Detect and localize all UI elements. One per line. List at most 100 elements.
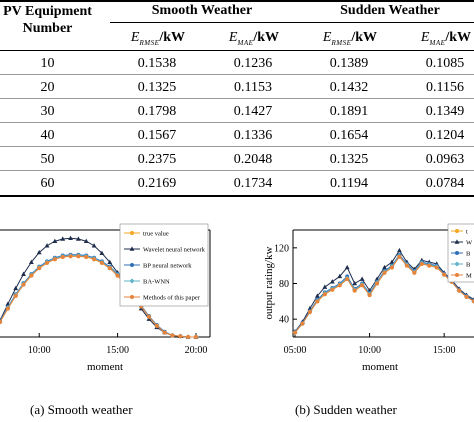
row-value: 0.1538 bbox=[137, 56, 177, 71]
legend-marker bbox=[130, 231, 134, 235]
data-point bbox=[404, 263, 409, 268]
data-point bbox=[457, 288, 462, 293]
data-point bbox=[84, 254, 89, 259]
row-value: 0.1734 bbox=[233, 176, 273, 191]
row-value: 0.1325 bbox=[329, 152, 369, 167]
x-tick-label: 10:00 bbox=[28, 345, 51, 356]
subheader-e-mae-2: EMAE/kW bbox=[398, 30, 474, 47]
row-divider bbox=[0, 170, 474, 171]
row-value: 0.1236 bbox=[233, 56, 273, 71]
data-point bbox=[352, 288, 357, 293]
data-point bbox=[146, 314, 151, 319]
legend-label: BA-WNN bbox=[143, 279, 170, 286]
data-point bbox=[21, 271, 26, 276]
y-tick-label: 80 bbox=[279, 279, 289, 290]
subheader-e-rmse-2: ERMSE/kW bbox=[302, 30, 398, 47]
data-point bbox=[162, 330, 167, 335]
figures-panel: 10:00 15:00 20:00 moment true value Wavelet… bbox=[0, 223, 474, 373]
legend-marker bbox=[130, 263, 134, 267]
subheader-unit: /kW bbox=[159, 30, 186, 45]
left-legend: true value Wavelet neural network BP neura… bbox=[119, 223, 209, 307]
data-point bbox=[21, 282, 26, 287]
subheader-unit: /kW bbox=[351, 30, 378, 45]
x-tick-label: 15:00 bbox=[106, 345, 129, 356]
data-point bbox=[322, 292, 327, 297]
subheader-subscript: RMSE bbox=[139, 38, 160, 47]
row-value: 0.1654 bbox=[329, 128, 369, 143]
row-number: 40 bbox=[40, 128, 55, 143]
data-point bbox=[83, 238, 89, 244]
data-point bbox=[293, 330, 297, 335]
data-point bbox=[329, 279, 335, 284]
x-tick-label: 10:00 bbox=[358, 345, 381, 356]
row-divider bbox=[0, 122, 474, 123]
data-point bbox=[442, 272, 447, 277]
data-point bbox=[389, 259, 395, 264]
data-point bbox=[68, 254, 73, 259]
data-point bbox=[0, 320, 2, 325]
subheader-e-mae-1: EMAE/kW bbox=[206, 30, 302, 47]
data-point bbox=[427, 263, 432, 268]
data-point bbox=[107, 266, 112, 271]
header-bottom-rule bbox=[0, 50, 474, 51]
subheader-subscript: MAE bbox=[429, 38, 446, 47]
row-value: 0.1153 bbox=[234, 80, 272, 95]
data-point bbox=[464, 294, 469, 299]
series-4 bbox=[0, 254, 198, 339]
y-tick-label: 120 bbox=[274, 243, 289, 254]
left-series-group bbox=[0, 235, 199, 340]
data-point bbox=[360, 283, 365, 288]
data-point bbox=[99, 250, 105, 256]
data-point bbox=[186, 335, 191, 339]
row-value: 0.1325 bbox=[137, 80, 177, 95]
row-value: 0.1336 bbox=[233, 128, 273, 143]
data-point bbox=[397, 247, 402, 253]
row-number: 10 bbox=[40, 56, 55, 71]
data-point bbox=[5, 306, 10, 311]
subheader-unit: /kW bbox=[445, 30, 472, 45]
header-pv-line2: Number bbox=[22, 21, 73, 36]
row-value: 0.1156 bbox=[426, 80, 464, 95]
data-point bbox=[13, 285, 19, 291]
row-value: 0.1427 bbox=[233, 104, 273, 119]
series-line bbox=[294, 249, 474, 332]
data-point bbox=[36, 249, 42, 255]
legend-label: M bbox=[466, 273, 472, 280]
legend-label: BP neural network bbox=[143, 263, 192, 270]
data-point bbox=[68, 235, 73, 241]
row-number: 60 bbox=[40, 176, 55, 191]
data-point bbox=[170, 333, 175, 338]
legend-label: W bbox=[466, 240, 473, 247]
row-number: 30 bbox=[40, 104, 55, 119]
data-point bbox=[367, 293, 372, 298]
data-point bbox=[300, 321, 305, 326]
caption-smooth: (a) Smooth weather bbox=[30, 402, 133, 417]
data-point bbox=[13, 293, 18, 298]
data-point bbox=[322, 284, 328, 289]
row-value: 0.0784 bbox=[425, 176, 465, 191]
data-point bbox=[382, 264, 387, 270]
series-3 bbox=[292, 253, 474, 336]
x-tick-label: 05:00 bbox=[284, 345, 307, 356]
legend-marker bbox=[129, 278, 135, 284]
results-table: PV Equipment Number Smooth Weather Sudde… bbox=[0, 0, 474, 198]
data-point bbox=[397, 254, 402, 259]
row-value: 0.0963 bbox=[425, 152, 465, 167]
data-point bbox=[99, 260, 104, 265]
series-1 bbox=[292, 247, 474, 334]
legend-marker bbox=[455, 273, 459, 277]
data-point bbox=[28, 259, 34, 264]
data-point bbox=[315, 299, 320, 304]
data-point bbox=[194, 335, 198, 339]
data-point bbox=[352, 280, 358, 286]
chart-right: 05:00 10:00 15:00 40 80 120 moment output rat… bbox=[263, 223, 474, 373]
row-value: 0.1194 bbox=[330, 176, 368, 191]
data-point bbox=[359, 276, 365, 281]
subheader-subscript: RMSE bbox=[331, 38, 352, 47]
legend-marker bbox=[454, 239, 460, 244]
row-value: 0.2048 bbox=[233, 152, 273, 167]
group-smooth-weather: Smooth Weather bbox=[151, 3, 253, 18]
data-point bbox=[330, 287, 335, 292]
data-point bbox=[154, 323, 159, 328]
